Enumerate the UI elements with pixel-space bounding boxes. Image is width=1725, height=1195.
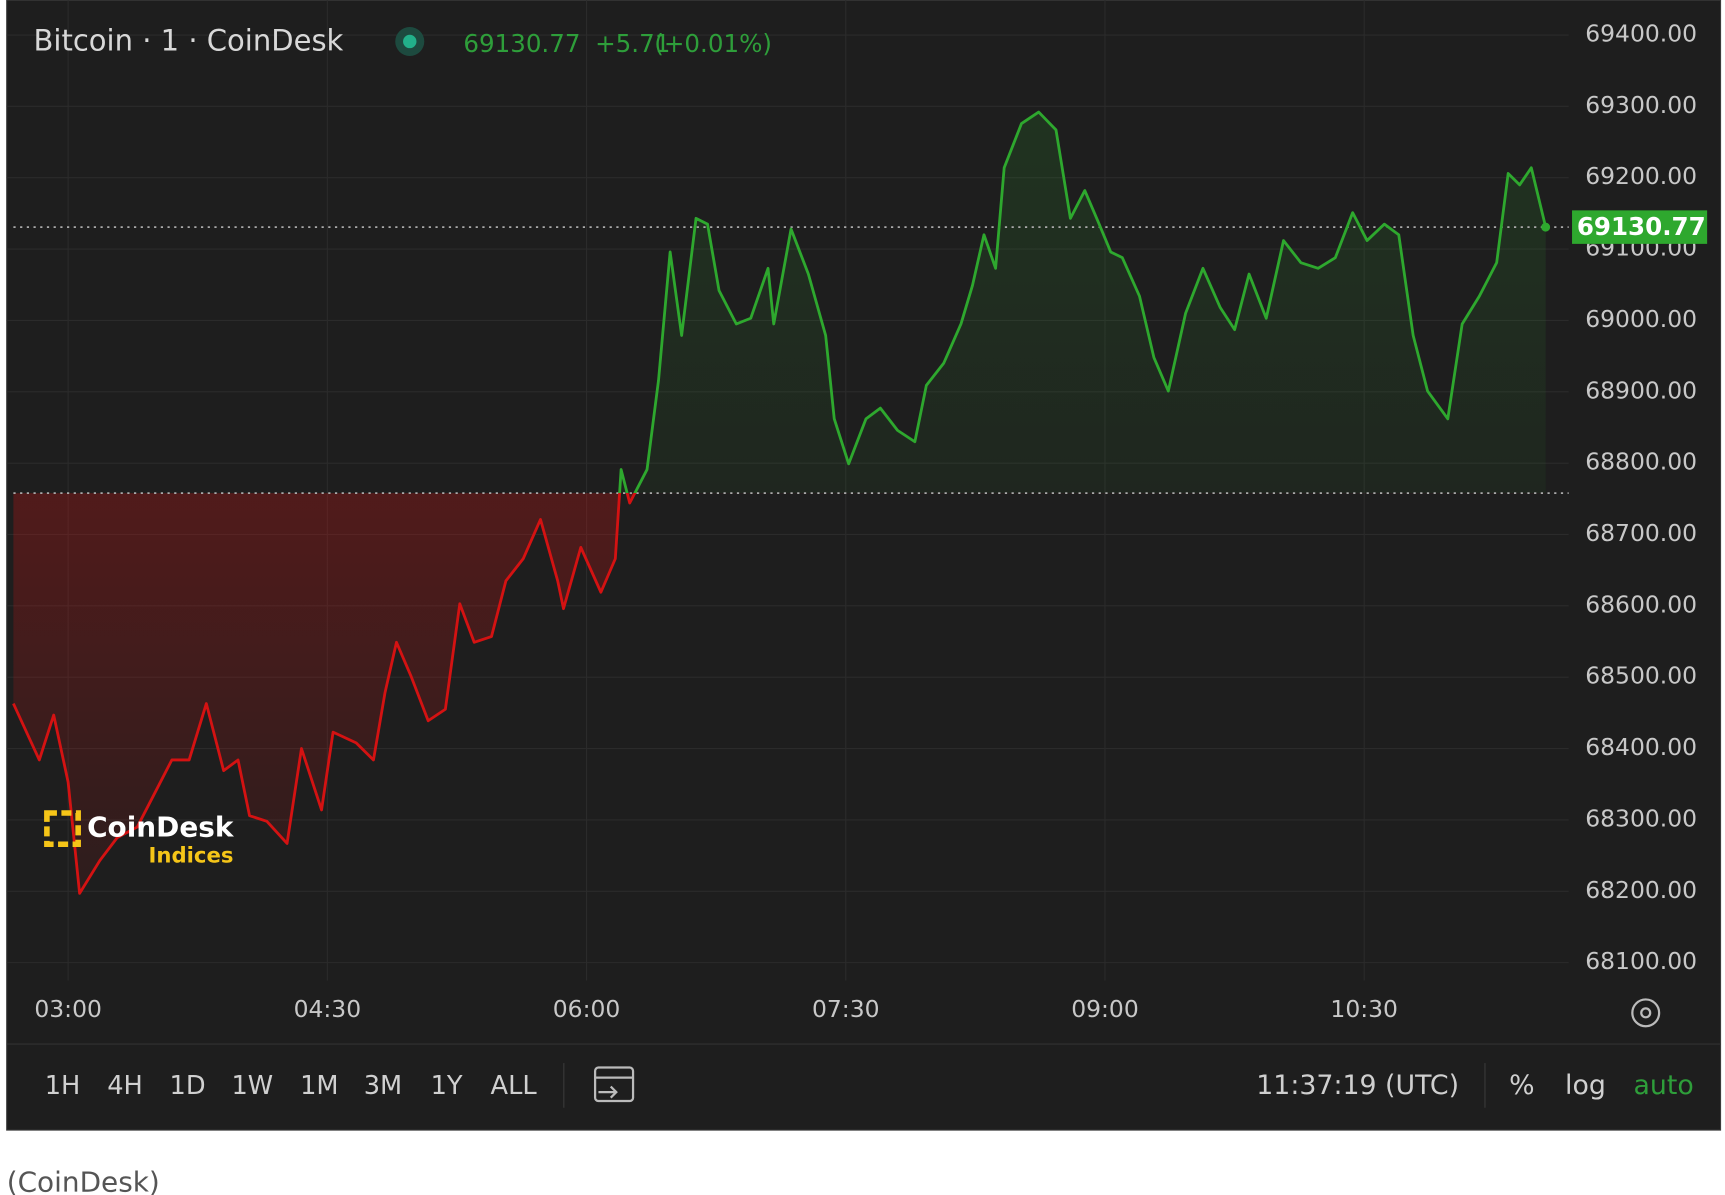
range-button[interactable]: 1D	[170, 1071, 206, 1101]
x-tick-label: 03:00	[34, 995, 102, 1023]
y-tick-label: 69200.00	[1585, 162, 1697, 190]
y-tick-label: 68400.00	[1585, 733, 1697, 761]
settings-icon[interactable]	[1631, 998, 1661, 1028]
logo-icon	[44, 810, 81, 848]
last-price-label: 69130.77	[1577, 212, 1706, 241]
y-tick-label: 68200.00	[1585, 876, 1697, 904]
quote-change-pct: (+0.01%)	[654, 29, 772, 58]
quote-change: +5.71	[595, 29, 670, 58]
range-button[interactable]: 3M	[364, 1071, 402, 1101]
y-tick-label: 69300.00	[1585, 91, 1697, 119]
y-tick-label: 68100.00	[1585, 947, 1697, 975]
clock: 11:37:19 (UTC)	[1256, 1070, 1459, 1101]
price-line	[12, 110, 1548, 895]
range-button[interactable]: 1W	[231, 1071, 273, 1101]
calendar-frame[interactable]	[593, 1066, 635, 1103]
calendar-arrow[interactable]	[598, 1085, 618, 1099]
y-tick-label: 68900.00	[1585, 376, 1697, 404]
quote-price: 69130.77	[463, 29, 580, 58]
y-tick-label: 68300.00	[1585, 804, 1697, 832]
y-tick-label: 69000.00	[1585, 305, 1697, 333]
settings-gear-hub[interactable]	[1640, 1007, 1652, 1019]
y-tick-label: 68500.00	[1585, 662, 1697, 690]
plot: 69130.77	[12, 110, 1708, 895]
settings-gear[interactable]	[1631, 998, 1661, 1028]
range-button[interactable]: 1Y	[431, 1071, 463, 1101]
range-button[interactable]: 4H	[107, 1071, 143, 1101]
y-tick-label: 68700.00	[1585, 519, 1697, 547]
live-dot	[403, 34, 417, 49]
last-price-box	[1572, 210, 1708, 244]
caption: (CoinDesk)	[7, 1166, 160, 1195]
range-button[interactable]: 1M	[300, 1071, 338, 1101]
y-tick-label: 69400.00	[1585, 20, 1697, 48]
x-tick-label: 09:00	[1071, 995, 1139, 1023]
y-tick-label: 68600.00	[1585, 590, 1697, 618]
x-tick-label: 04:30	[294, 995, 362, 1023]
calendar-icon[interactable]	[593, 1066, 635, 1103]
toolbar: 1H 4H 1D 1W 1M 3M 1Y ALL% log auto	[45, 1070, 1694, 1101]
logo: CoinDesk Indices	[44, 810, 235, 869]
x-tick-label: 07:30	[812, 995, 880, 1023]
area	[13, 112, 1546, 894]
option-button[interactable]: log	[1565, 1070, 1606, 1101]
chart-title: Bitcoin · 1 · CoinDesk	[33, 24, 343, 58]
logo-name: CoinDesk	[87, 811, 235, 844]
last-point	[1541, 222, 1551, 232]
range-button[interactable]: 1H	[45, 1071, 81, 1101]
x-tick-label: 10:30	[1330, 995, 1398, 1023]
y-tick-label: 68800.00	[1585, 448, 1697, 476]
x-tick-label: 06:00	[553, 995, 621, 1023]
option-button[interactable]: %	[1509, 1070, 1534, 1101]
logo-sub: Indices	[148, 844, 233, 869]
option-button[interactable]: auto	[1633, 1070, 1693, 1101]
range-button[interactable]: ALL	[491, 1071, 538, 1101]
